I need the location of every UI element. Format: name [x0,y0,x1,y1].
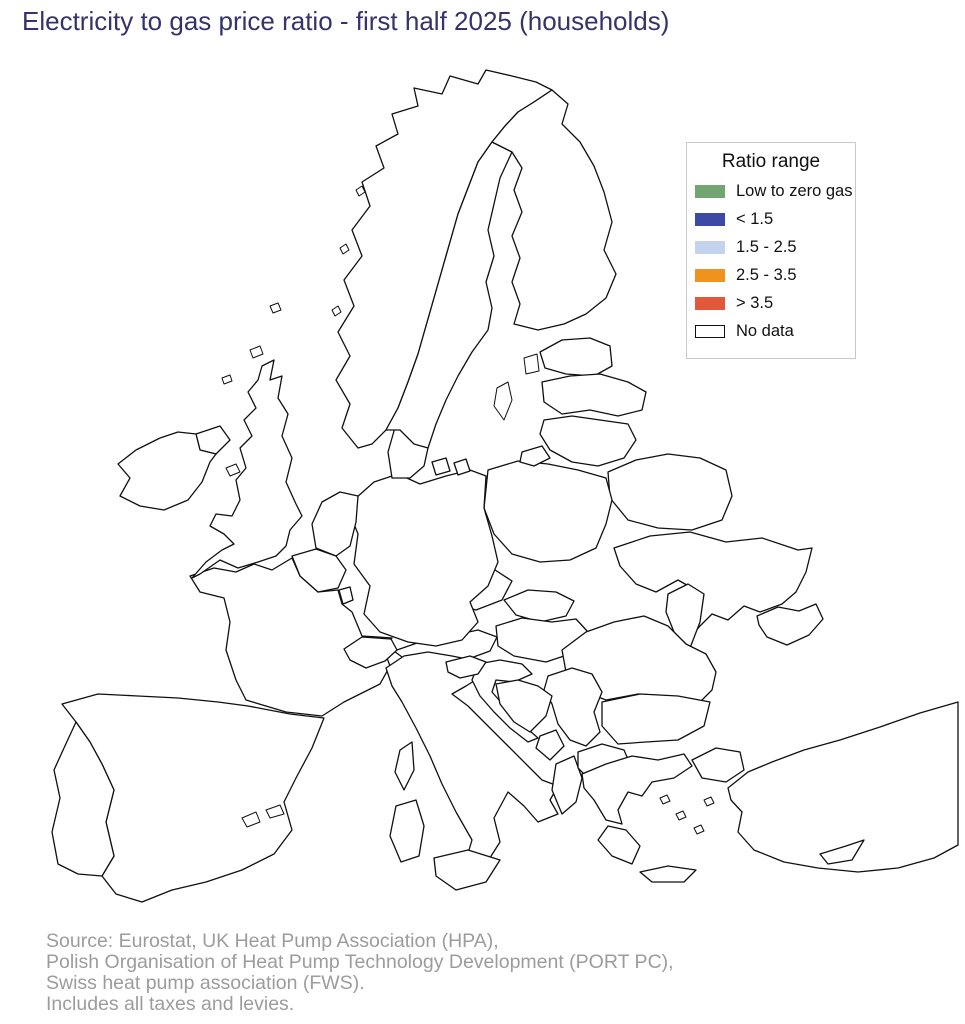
region-kaliningrad [519,445,551,467]
legend: Ratio range Low to zero gas < 1.5 1.5 - … [686,142,856,359]
island-aegean-2 [675,810,687,821]
island-saaremaa [523,353,540,375]
legend-item-1-5-2-5: 1.5 - 2.5 [695,238,847,257]
legend-label: 2.5 - 3.5 [736,266,797,284]
island-fjord-1 [331,305,342,317]
source-line: Source: Eurostat, UK Heat Pump Associati… [46,930,499,952]
island-fjord-3 [355,185,366,197]
country-moldova [665,583,705,649]
page-title: Electricity to gas price ratio - first h… [22,6,670,36]
legend-item-low-to-zero-gas: Low to zero gas [695,182,852,201]
legend-label: 1.5 - 2.5 [736,238,797,256]
legend-swatch-no-data [695,325,725,338]
country-slovenia [445,655,487,679]
region-turkish-thrace [691,747,745,783]
country-slovakia [503,589,575,623]
island-crete [639,865,697,883]
country-france [189,557,393,717]
legend-label: Low to zero gas [736,182,853,200]
country-netherlands [311,491,359,557]
legend-label: No data [736,322,794,340]
source-line: Includes all taxes and levies. [46,993,295,1015]
island-hebrides [221,374,233,385]
island-isle-of-man [225,463,241,477]
island-aegean-1 [659,794,671,805]
legend-swatch-low-to-zero-gas [695,185,725,198]
island-ibiza [241,811,261,828]
country-switzerland [343,636,398,669]
source-line: Swiss heat pump association (FWS). [46,972,365,994]
island-gotland [493,381,513,421]
country-germany [349,469,499,647]
country-albania [551,755,583,815]
island-corsica [394,741,415,791]
legend-swatch-gt-3-5 [695,297,725,310]
island-funen [453,458,471,476]
island-shetland [269,302,282,314]
region-peloponnese [597,825,641,865]
legend-item-lt-1-5: < 1.5 [695,210,847,229]
legend-item-no-data: No data [695,322,847,341]
island-aegean-4 [703,796,715,807]
country-bulgaria [601,693,711,745]
legend-swatch-1-5-2-5 [695,241,725,254]
legend-label: > 3.5 [736,294,774,312]
island-sardinia [389,799,425,863]
island-aegean-3 [693,824,705,835]
country-estonia [539,337,613,377]
source-note: Source: Eurostat, UK Heat Pump Associati… [46,931,674,1015]
country-ireland [117,431,217,511]
country-latvia [541,373,647,417]
country-turkey [727,701,959,873]
country-cyprus [819,839,865,865]
legend-swatch-2-5-3-5 [695,269,725,282]
island-zealand [431,457,451,476]
country-montenegro [535,729,565,761]
country-finland [491,89,617,331]
island-fjord-2 [339,243,350,255]
country-lithuania [539,415,637,467]
legend-swatch-lt-1-5 [695,213,725,226]
country-portugal [51,721,115,877]
legend-item-2-5-3-5: 2.5 - 3.5 [695,266,847,285]
country-united-kingdom [191,359,303,579]
country-greece [581,753,693,825]
country-sweden [385,141,513,449]
country-bosnia-herzegovina [495,679,553,733]
country-luxembourg [338,586,354,605]
legend-label: < 1.5 [736,210,774,228]
island-orkney [249,345,264,359]
island-sicily [433,849,501,891]
island-mallorca [265,804,285,819]
country-belarus [607,453,733,531]
country-belgium [291,548,347,593]
country-poland [483,460,613,563]
region-crimea [756,603,824,646]
country-ukraine [613,531,813,641]
legend-item-gt-3-5: > 3.5 [695,294,847,313]
legend-title: Ratio range [721,151,821,172]
source-line: Polish Organisation of Heat Pump Technol… [46,951,674,973]
